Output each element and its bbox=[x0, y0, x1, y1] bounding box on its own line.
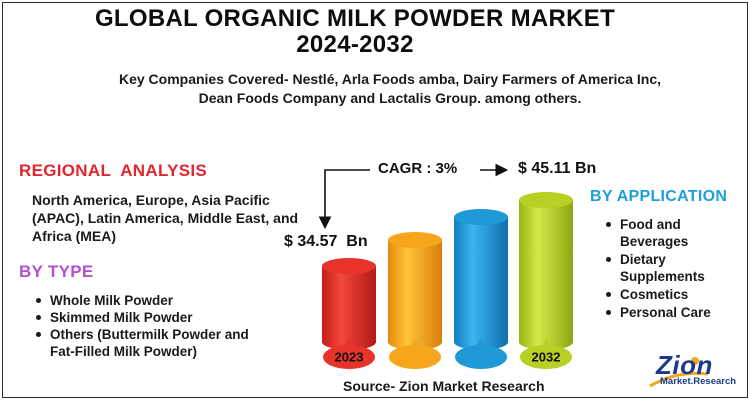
type-item: Others (Buttermilk Powder and Fat-Filled… bbox=[34, 326, 274, 360]
type-item: Whole Milk Powder bbox=[34, 292, 274, 309]
zion-logo: Zion Market.Research bbox=[648, 352, 743, 396]
bar-top bbox=[519, 192, 573, 208]
type-item: Skimmed Milk Powder bbox=[34, 309, 274, 326]
logo-name: Zion bbox=[656, 350, 713, 380]
value-2023-label: $ 34.57 Bn bbox=[284, 233, 368, 250]
logo-swoosh-icon bbox=[649, 357, 709, 388]
year-badges-group: 2023 2032 bbox=[323, 338, 572, 369]
by-application-list: Food and Beverages Dietary Supplements C… bbox=[604, 216, 744, 322]
bars-group bbox=[322, 192, 573, 350]
application-item: Dietary Supplements bbox=[604, 251, 744, 285]
companies-line-2: Dean Foods Company and Lactalis Group. a… bbox=[198, 90, 582, 106]
page-title: GLOBAL ORGANIC MILK POWDER MARKET 2024-2… bbox=[20, 6, 690, 58]
cagr-connector-line bbox=[318, 169, 370, 230]
value-2032-label: $ 45.11 Bn bbox=[518, 160, 597, 177]
year-badge bbox=[455, 338, 507, 369]
bar-4 bbox=[519, 192, 573, 350]
logo-sub-2: Research bbox=[693, 376, 737, 387]
logo-subtitle: Market.Research bbox=[660, 376, 737, 387]
year-label: 2032 bbox=[532, 350, 561, 365]
by-application-heading: BY APPLICATION bbox=[590, 188, 728, 205]
application-item: Cosmetics bbox=[604, 286, 744, 303]
title-line-1: GLOBAL ORGANIC MILK POWDER MARKET bbox=[94, 5, 616, 32]
year-badge: 2023 bbox=[323, 338, 375, 369]
year-label: 2023 bbox=[335, 350, 364, 365]
companies-line-1: Key Companies Covered- Nestlé, Arla Food… bbox=[118, 71, 662, 87]
key-companies: Key Companies Covered- Nestlé, Arla Food… bbox=[70, 70, 710, 108]
by-type-list: Whole Milk Powder Skimmed Milk Powder Ot… bbox=[34, 292, 274, 360]
regional-analysis-heading: REGIONAL ANALYSIS bbox=[19, 161, 208, 180]
bar-body bbox=[388, 240, 442, 350]
bar-2 bbox=[388, 232, 442, 350]
bar-1 bbox=[322, 258, 376, 350]
year-badge: 2032 bbox=[520, 338, 572, 369]
bar-3 bbox=[454, 209, 508, 350]
source-note: Source- Zion Market Research bbox=[343, 378, 545, 394]
bar-body bbox=[322, 266, 376, 350]
year-badge bbox=[389, 338, 441, 369]
cagr-label: CAGR : 3% bbox=[378, 160, 458, 177]
title-line-2: 2024-2032 bbox=[296, 31, 414, 58]
application-item: Food and Beverages bbox=[604, 216, 744, 250]
by-type-heading: BY TYPE bbox=[19, 262, 94, 281]
regional-analysis-text: North America, Europe, Asia Pacific (APA… bbox=[32, 192, 299, 244]
bar-body bbox=[454, 217, 508, 350]
bar-body bbox=[519, 200, 573, 350]
application-item: Personal Care bbox=[604, 304, 744, 321]
bar-top bbox=[388, 232, 442, 248]
bar-top bbox=[322, 258, 376, 274]
logo-sub-1: Market bbox=[660, 376, 691, 387]
bar-top bbox=[454, 209, 508, 225]
